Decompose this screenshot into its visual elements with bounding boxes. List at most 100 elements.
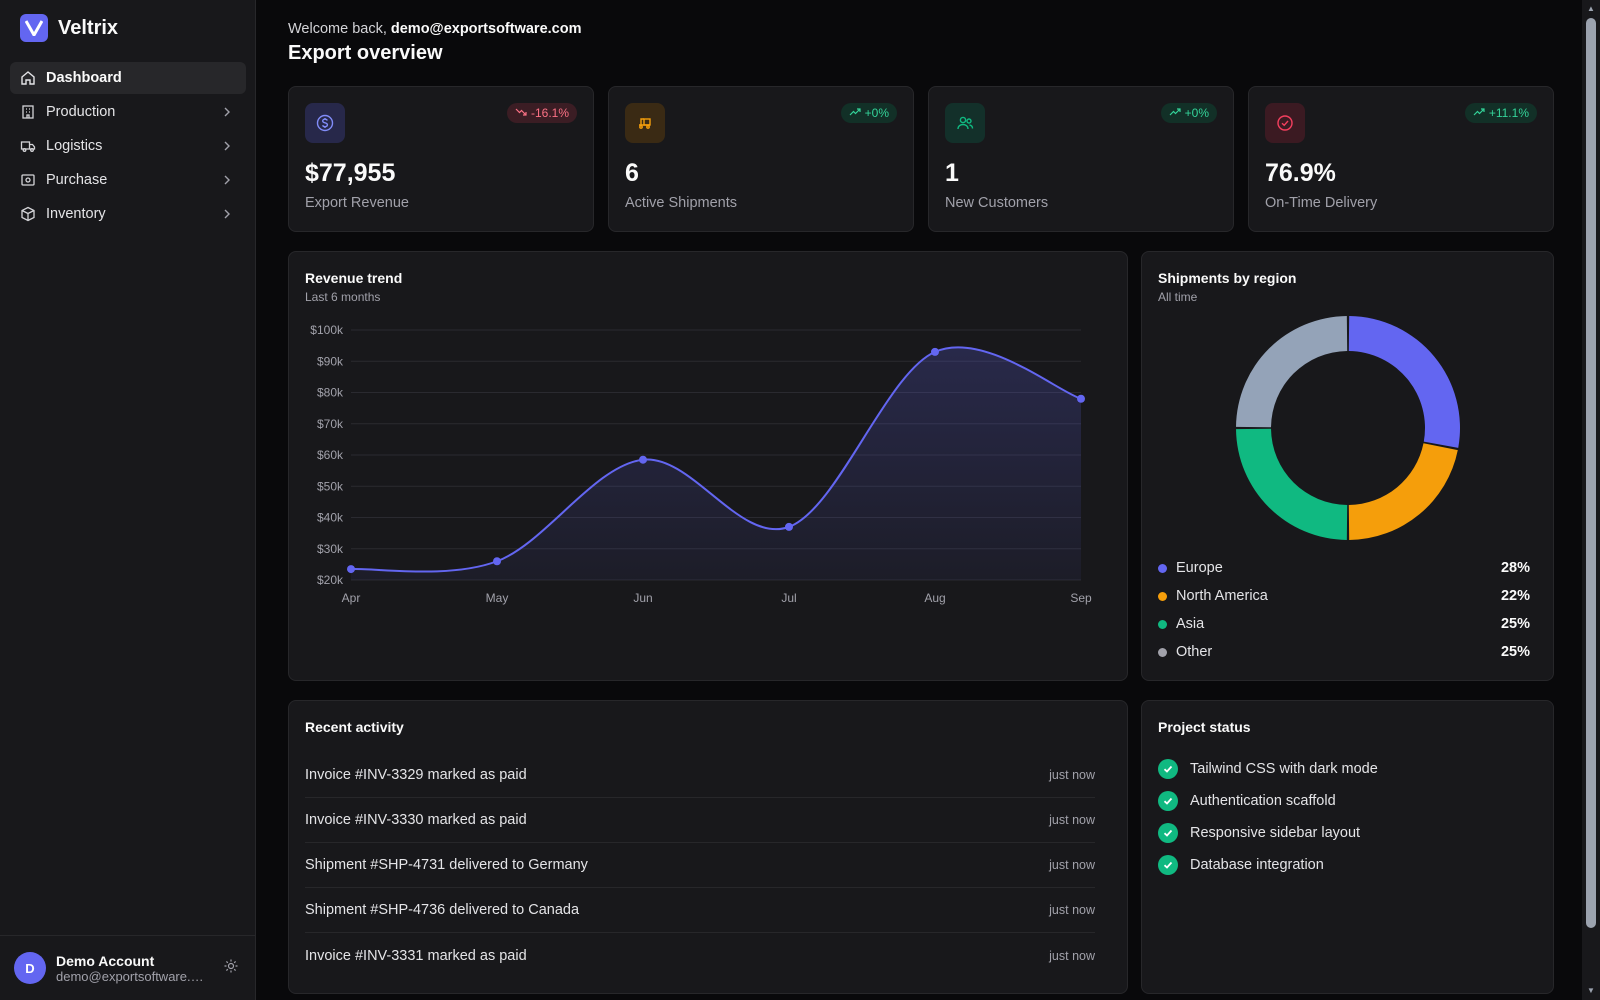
- sidebar-item-inventory[interactable]: Inventory: [10, 198, 246, 230]
- chevron-right-icon: [220, 105, 234, 119]
- x-tick-label: Sep: [1070, 591, 1092, 605]
- status-item: Responsive sidebar layout: [1158, 817, 1378, 849]
- change-badge: +11.1%: [1464, 103, 1537, 123]
- activity-item[interactable]: Shipment #SHP-4731 delivered to Germany …: [305, 843, 1095, 888]
- check-circle-icon: [1265, 103, 1305, 143]
- home-icon: [20, 70, 36, 86]
- kpi-label: Active Shipments: [625, 195, 738, 211]
- legend-dot: [1158, 591, 1167, 601]
- change-badge: +0%: [1160, 103, 1217, 123]
- activity-time: just now: [1049, 858, 1095, 872]
- activity-item[interactable]: Shipment #SHP-4736 delivered to Canada j…: [305, 888, 1095, 933]
- revenue-trend-card: Revenue trend Last 6 months $20k $30k $40k…: [288, 251, 1128, 681]
- change-value: -16.1%: [530, 106, 569, 120]
- truck-icon: [20, 138, 36, 154]
- kpi-label: New Customers: [945, 195, 1049, 211]
- activity-time: just now: [1049, 948, 1095, 963]
- activity-item[interactable]: Invoice #INV-3329 marked as paid just no…: [305, 753, 1095, 798]
- activity-item[interactable]: Invoice #INV-3330 marked as paid just no…: [305, 798, 1095, 843]
- status-label: Tailwind CSS with dark mode: [1190, 761, 1378, 777]
- scroll-down-arrow-icon[interactable]: ▼: [1587, 986, 1595, 995]
- account-panel[interactable]: D Demo Account demo@exportsoftware.com: [0, 935, 256, 1000]
- x-tick-label: Jul: [781, 591, 796, 605]
- y-tick-label: $60k: [317, 448, 344, 462]
- kpi-value: 6: [625, 159, 639, 187]
- status-label: Authentication scaffold: [1190, 793, 1336, 809]
- activity-text: Invoice #INV-3329 marked as paid: [305, 767, 527, 783]
- legend-item-asia: Asia 25%: [1158, 610, 1530, 638]
- brand[interactable]: Veltrix: [20, 14, 118, 42]
- account-info: Demo Account demo@exportsoftware.com: [56, 953, 220, 984]
- sidebar-item-dashboard[interactable]: Dashboard: [10, 62, 246, 94]
- building-icon: [20, 104, 36, 120]
- check-icon: [1158, 791, 1178, 811]
- status-item: Database integration: [1158, 849, 1378, 881]
- page-scrollbar[interactable]: ▲ ▼: [1582, 0, 1600, 1000]
- page-title: Export overview: [288, 42, 443, 64]
- kpi-value: 1: [945, 159, 959, 187]
- revenue-line: [350, 346, 1082, 573]
- kpi-card-export-revenue: -16.1% $77,955 Export Revenue: [288, 86, 594, 232]
- sidebar-item-production[interactable]: Production: [10, 96, 246, 128]
- sun-icon: [224, 959, 238, 978]
- activity-time: just now: [1049, 768, 1095, 782]
- sidebar-item-logistics[interactable]: Logistics: [10, 130, 246, 162]
- activity-list: Invoice #INV-3329 marked as paid just no…: [305, 753, 1095, 978]
- legend-value: 25%: [1500, 616, 1530, 632]
- card-subtitle: Last 6 months: [305, 290, 381, 304]
- y-tick-label: $30k: [317, 542, 344, 556]
- chevron-right-icon: [220, 207, 234, 221]
- legend-label: Other: [1176, 644, 1213, 660]
- brand-name: Veltrix: [58, 16, 119, 39]
- x-tick-label: Aug: [924, 591, 945, 605]
- revenue-chart: $20k $30k $40k $50k $60k $70k $80k $90k $100k Apr…: [310, 323, 1092, 605]
- kpi-label: On-Time Delivery: [1265, 195, 1378, 211]
- donut-slice-europe: [1348, 316, 1460, 448]
- legend-value: 28%: [1500, 560, 1530, 576]
- sidebar-item-label: Production: [46, 104, 116, 120]
- sidebar-item-purchase[interactable]: Purchase: [10, 164, 246, 196]
- legend-dot: [1158, 647, 1167, 657]
- y-tick-label: $80k: [317, 386, 344, 400]
- scroll-up-arrow-icon[interactable]: ▲: [1587, 4, 1595, 13]
- kpi-value: $77,955: [305, 159, 396, 187]
- kpi-label: Export Revenue: [305, 195, 409, 211]
- legend-item-north-america: North America 22%: [1158, 582, 1530, 610]
- check-icon: [1158, 855, 1178, 875]
- change-value: +0%: [864, 106, 889, 120]
- legend-dot: [1158, 563, 1167, 573]
- donut-slice-north-america: [1348, 443, 1458, 540]
- welcome-prefix: Welcome back,: [288, 21, 391, 37]
- y-tick-label: $70k: [317, 417, 344, 431]
- y-tick-label: $40k: [317, 511, 344, 525]
- scrollbar-thumb[interactable]: [1586, 18, 1596, 928]
- sidebar-item-label: Purchase: [46, 172, 108, 188]
- data-point: [785, 522, 793, 531]
- theme-toggle-button[interactable]: [220, 957, 242, 979]
- y-tick-label: $100k: [310, 323, 344, 337]
- sidebar-item-label: Inventory: [46, 206, 106, 222]
- region-legend: Europe 28% North America 22% Asia 25% Ot…: [1158, 554, 1530, 666]
- activity-text: Invoice #INV-3331 marked as paid: [305, 947, 527, 964]
- y-tick-label: $90k: [317, 354, 344, 368]
- kpi-card-new-customers: +0% 1 New Customers: [928, 86, 1234, 232]
- card-title: Recent activity: [305, 719, 404, 735]
- legend-item-other: Other 25%: [1158, 638, 1530, 666]
- card-title: Shipments by region: [1158, 270, 1297, 286]
- legend-label: North America: [1176, 588, 1268, 604]
- check-icon: [1158, 823, 1178, 843]
- card-title: Project status: [1158, 719, 1251, 735]
- status-list: Tailwind CSS with dark mode Authenticati…: [1158, 753, 1378, 881]
- change-badge: -16.1%: [506, 103, 577, 123]
- trend-down-icon: [515, 106, 527, 120]
- status-item: Authentication scaffold: [1158, 785, 1378, 817]
- welcome-message: Welcome back, demo@exportsoftware.com: [288, 21, 582, 37]
- veltrix-logo-icon: [20, 14, 48, 42]
- welcome-email: demo@exportsoftware.com: [390, 21, 582, 37]
- data-point: [347, 565, 355, 574]
- kpi-card-active-shipments: +0% 6 Active Shipments: [608, 86, 914, 232]
- activity-item[interactable]: Invoice #INV-3331 marked as paid just no…: [305, 933, 1095, 978]
- change-value: +11.1%: [1488, 106, 1529, 120]
- avatar: D: [14, 952, 46, 984]
- sidebar-item-label: Dashboard: [46, 70, 122, 86]
